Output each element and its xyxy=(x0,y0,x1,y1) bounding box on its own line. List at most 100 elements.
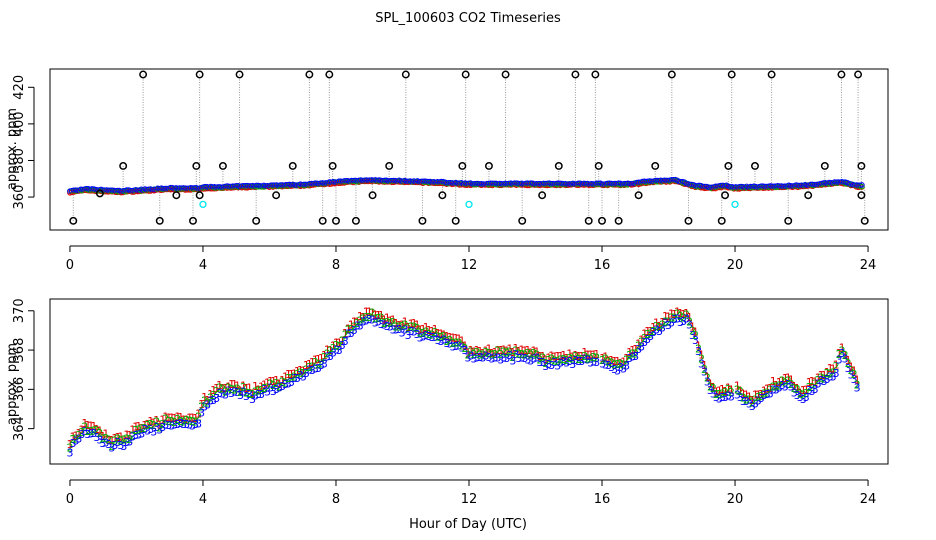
series-2-marker: 2 xyxy=(749,396,756,409)
series-3-marker: 3 xyxy=(252,390,259,403)
series-3-marker: 3 xyxy=(665,319,672,332)
series-1-marker: 1 xyxy=(465,346,472,359)
series-3-marker: 3 xyxy=(749,400,756,413)
top-x-tick-label: 24 xyxy=(860,258,877,273)
series-3-marker: 3 xyxy=(399,326,406,339)
series-1-marker: 1 xyxy=(647,325,654,338)
series-2-marker: 2 xyxy=(318,358,325,371)
series-1-marker: 1 xyxy=(575,350,582,363)
series-2-marker: 2 xyxy=(785,374,792,387)
series-2-marker: 2 xyxy=(327,345,334,358)
series-3-marker: 3 xyxy=(818,374,825,387)
outlier-point xyxy=(724,162,733,170)
series-3-marker: 3 xyxy=(258,388,265,401)
series-3-marker: 3 xyxy=(497,353,504,366)
series-3-marker: 3 xyxy=(180,418,187,431)
series-3-marker: 3 xyxy=(105,438,112,451)
series-1-marker: 1 xyxy=(291,368,298,381)
series-3-marker: 3 xyxy=(482,349,489,362)
top-y-tick-label: 420 xyxy=(12,75,27,100)
series-1-marker: 1 xyxy=(234,379,241,392)
series-1-marker: 1 xyxy=(390,313,397,326)
outlier-point xyxy=(721,191,730,200)
series-3-marker: 3 xyxy=(674,312,681,325)
series-2-marker: 2 xyxy=(482,346,489,359)
series-1-marker: 1 xyxy=(629,344,636,357)
top-axes: 0 4 8 12 16 20 24 360 380 400 420 xyxy=(12,75,876,273)
series-3-marker: 3 xyxy=(387,320,394,333)
series-3-marker: 3 xyxy=(261,383,268,396)
outlier-point xyxy=(767,70,776,79)
series-1-marker: 1 xyxy=(569,351,576,364)
series-2-marker: 2 xyxy=(213,385,220,398)
outlier-point xyxy=(571,70,580,79)
series-1-marker: 1 xyxy=(770,375,777,388)
series-2-marker: 2 xyxy=(237,386,244,399)
series-2-marker: 2 xyxy=(818,372,825,385)
series-2-marker: 2 xyxy=(629,347,636,360)
series-3-marker: 3 xyxy=(390,323,397,336)
top-flag-points xyxy=(199,200,739,209)
series-3-marker: 3 xyxy=(384,320,391,333)
series-3-marker: 3 xyxy=(348,327,355,340)
series-3-marker: 3 xyxy=(381,319,388,332)
series-1-marker: 1 xyxy=(315,353,322,366)
series-3-marker: 3 xyxy=(548,359,555,372)
bottom-x-tick-label: 16 xyxy=(594,492,611,507)
series-2-marker: 2 xyxy=(497,348,504,361)
series-2-marker: 2 xyxy=(438,331,445,344)
series-3-marker: 3 xyxy=(641,336,648,349)
series-1-marker: 1 xyxy=(381,313,388,326)
series-1-marker: 1 xyxy=(716,384,723,397)
series-2-marker: 2 xyxy=(462,342,469,355)
top-x-tick-label: 20 xyxy=(727,258,744,273)
series-2-marker: 2 xyxy=(234,383,241,396)
series-2-marker: 2 xyxy=(797,387,804,400)
series-2-marker: 2 xyxy=(698,352,705,365)
series-1-marker: 1 xyxy=(509,346,516,359)
series-1-marker: 1 xyxy=(441,328,448,341)
series-2-marker: 2 xyxy=(144,419,151,432)
series-3-marker: 3 xyxy=(491,351,498,364)
series-3-marker: 3 xyxy=(363,314,370,327)
series-1-marker: 1 xyxy=(453,332,460,345)
outlier-point xyxy=(451,216,460,225)
series-1-marker: 1 xyxy=(674,306,681,319)
series-2-marker: 2 xyxy=(66,441,73,454)
series-2-marker: 2 xyxy=(114,432,121,445)
outlier-point xyxy=(751,162,759,170)
series-1-marker: 1 xyxy=(213,382,220,395)
series-2-marker: 2 xyxy=(812,378,819,391)
series-2-marker: 2 xyxy=(138,422,145,435)
series-3-marker: 3 xyxy=(444,337,451,350)
series-1-marker: 1 xyxy=(177,411,184,424)
series-1-marker: 1 xyxy=(267,375,274,388)
series-2-marker: 2 xyxy=(387,317,394,330)
series-1-marker: 1 xyxy=(656,320,663,333)
series-1-marker: 1 xyxy=(378,309,385,322)
series-2-marker: 2 xyxy=(132,424,139,437)
series-3-marker: 3 xyxy=(327,350,334,363)
series-3-marker: 3 xyxy=(438,335,445,348)
series-3-marker: 3 xyxy=(201,401,208,414)
series-1-marker: 1 xyxy=(246,381,253,394)
series-2-marker: 2 xyxy=(306,361,313,374)
series-3-marker: 3 xyxy=(315,362,322,375)
series-2-marker: 2 xyxy=(261,382,268,395)
series-2-marker: 2 xyxy=(542,357,549,370)
series-1-marker: 1 xyxy=(806,376,813,389)
top-y-tick-label: 360 xyxy=(12,185,27,210)
series-3-marker: 3 xyxy=(84,428,91,441)
series-1-marker: 1 xyxy=(66,438,73,451)
series-2-marker: 2 xyxy=(453,336,460,349)
series-3-marker: 3 xyxy=(318,359,325,372)
series-2-marker: 2 xyxy=(204,396,211,409)
series-3-marker: 3 xyxy=(462,344,469,357)
series-2-marker: 2 xyxy=(348,323,355,336)
series-3-marker: 3 xyxy=(620,362,627,375)
series-2-marker: 2 xyxy=(506,345,513,358)
series-3-marker: 3 xyxy=(794,389,801,402)
series-1-marker: 1 xyxy=(372,309,379,322)
top-outlier-drop-lines xyxy=(72,74,866,221)
series-1-marker: 1 xyxy=(677,307,684,320)
